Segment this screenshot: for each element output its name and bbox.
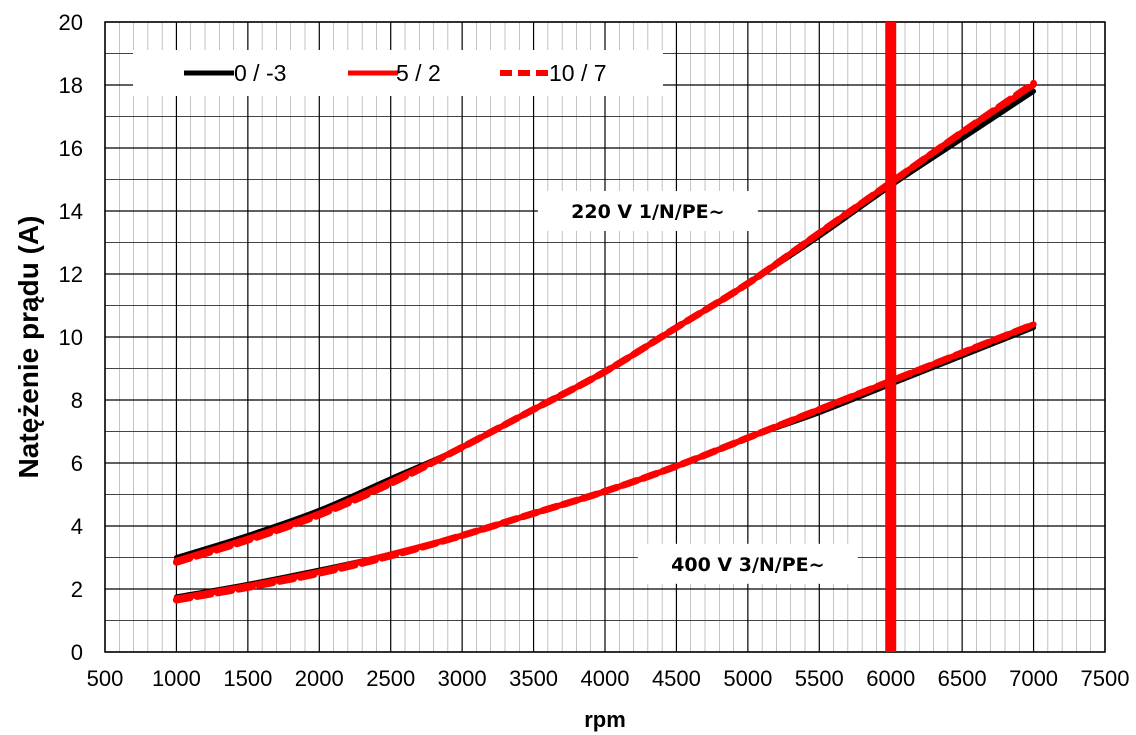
y-axis-title: Natężenie prądu (A): [13, 216, 44, 479]
annotation-400v: 400 V 3/N/PE~: [671, 554, 824, 576]
y-tick-label: 2: [71, 577, 83, 602]
legend-label-5-2: 5 / 2: [396, 60, 441, 86]
x-tick-labels: 500 1000 1500 2000 2500 3000 3500 4000 4500 5000 5…: [87, 666, 1130, 691]
x-tick-label: 6500: [938, 666, 987, 691]
x-tick-label: 1000: [152, 666, 201, 691]
y-tick-label: 14: [59, 199, 83, 224]
y-tick-labels: 0 2 4 6 8 10 12 14 16 18 20: [59, 10, 83, 665]
x-tick-label: 7500: [1081, 666, 1130, 691]
legend: 0 / -3 5 / 2 10 / 7: [133, 50, 663, 96]
x-tick-label: 500: [87, 666, 124, 691]
x-axis-title: rpm: [584, 707, 626, 732]
y-tick-label: 4: [71, 514, 83, 539]
x-tick-label: 4500: [652, 666, 701, 691]
y-tick-label: 12: [59, 262, 83, 287]
x-tick-label: 7000: [1009, 666, 1058, 691]
y-tick-label: 20: [59, 10, 83, 35]
y-tick-label: 6: [71, 451, 83, 476]
legend-label-10-7: 10 / 7: [549, 60, 607, 86]
plot-area-frame: [104, 21, 1106, 653]
x-tick-label: 5500: [795, 666, 844, 691]
y-tick-label: 8: [71, 388, 83, 413]
x-tick-label: 3500: [509, 666, 558, 691]
annotation-220v: 220 V 1/N/PE~: [571, 201, 724, 223]
annotation-background-400v: [637, 543, 858, 584]
x-tick-label: 5000: [723, 666, 772, 691]
y-tick-label: 10: [59, 325, 83, 350]
x-tick-label: 6000: [866, 666, 915, 691]
annotations: 220 V 1/N/PE~ 400 V 3/N/PE~: [537, 191, 858, 584]
x-tick-label: 2500: [366, 666, 415, 691]
x-tick-label: 4000: [581, 666, 630, 691]
y-tick-label: 16: [59, 136, 83, 161]
y-tick-label: 0: [71, 640, 83, 665]
y-tick-label: 18: [59, 73, 83, 98]
x-tick-label: 2000: [295, 666, 344, 691]
x-tick-label: 3000: [438, 666, 487, 691]
annotation-background-220v: [537, 191, 758, 231]
x-tick-label: 1500: [223, 666, 272, 691]
legend-label-0-3: 0 / -3: [234, 60, 286, 86]
